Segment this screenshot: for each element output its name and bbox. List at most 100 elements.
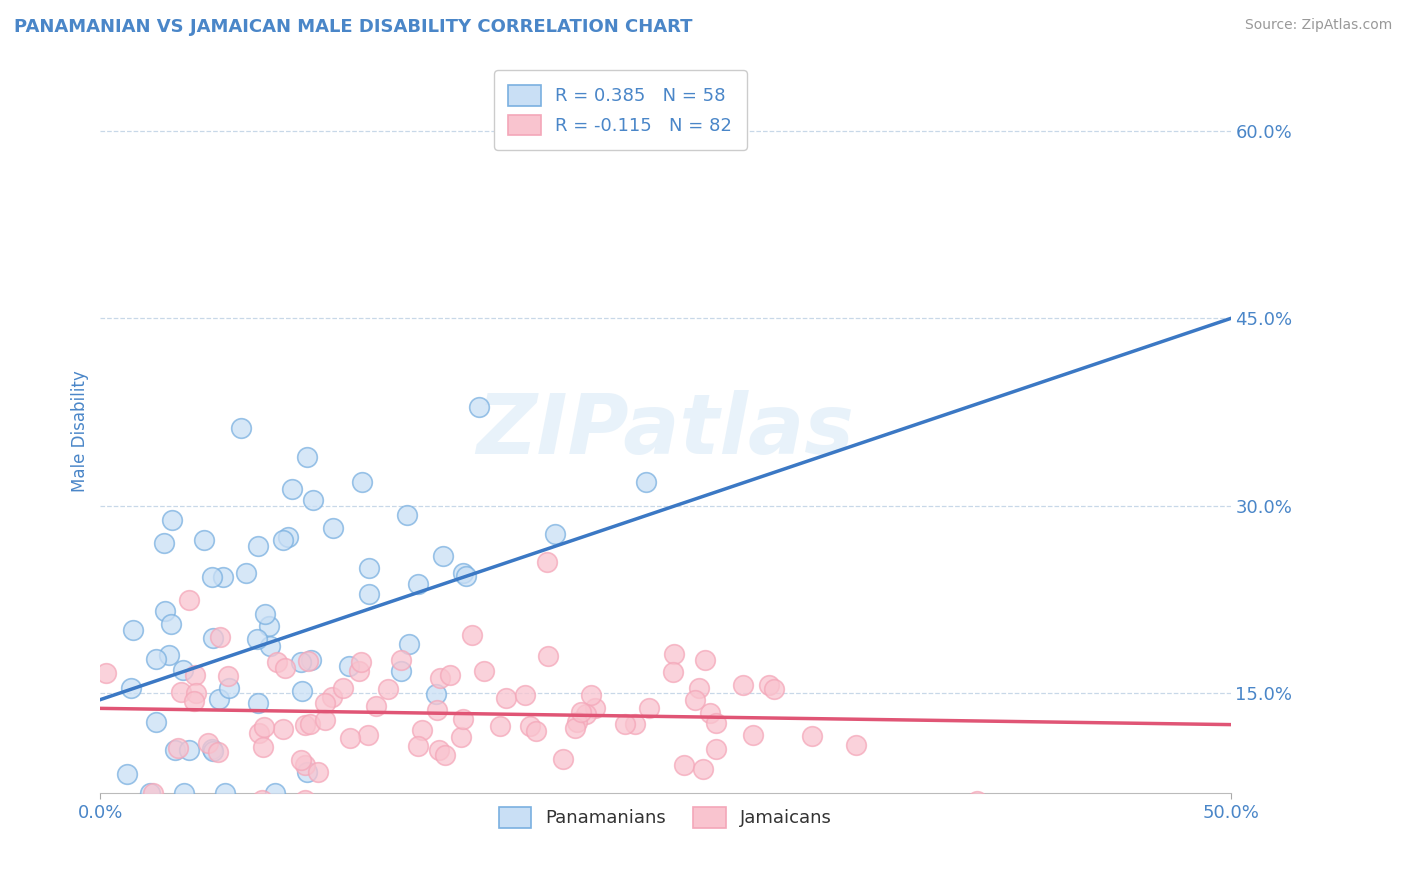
Point [614,717,637,731]
Point [429,671,451,685]
Point [294,718,316,732]
Point [157,648,180,662]
Point [153,536,176,550]
Point [569,705,592,719]
Point [94,666,117,681]
Point [451,566,474,580]
Point [217,669,239,683]
Point [662,647,685,661]
Point [742,728,765,742]
Point [406,577,429,591]
Point [201,741,224,756]
Point [350,655,373,669]
Point [427,742,450,756]
Point [155,604,177,618]
Point [425,688,447,702]
Point [408,739,430,754]
Point [758,677,780,691]
Point [209,630,232,644]
Point [145,715,167,730]
Point [432,549,454,563]
Point [202,631,225,645]
Point [966,794,988,808]
Point [692,762,714,776]
Point [636,475,658,489]
Point [160,617,183,632]
Point [145,652,167,666]
Point [583,701,606,715]
Point [170,685,193,699]
Point [638,700,661,714]
Point [357,728,380,742]
Point [274,661,297,675]
Point [208,691,231,706]
Point [575,706,598,721]
Point [673,758,696,772]
Point [426,703,449,717]
Text: PANAMANIAN VS JAMAICAN MALE DISABILITY CORRELATION CHART: PANAMANIAN VS JAMAICAN MALE DISABILITY C… [14,18,693,36]
Point [299,653,322,667]
Text: Source: ZipAtlas.com: Source: ZipAtlas.com [1244,18,1392,32]
Point [314,713,336,727]
Point [214,786,236,800]
Point [247,725,270,739]
Point [704,742,727,756]
Point [246,696,269,710]
Point [350,475,373,489]
Point [231,421,253,435]
Point [468,400,491,414]
Point [122,623,145,637]
Point [290,655,312,669]
Point [495,691,517,706]
Point [294,757,316,772]
Point [389,652,412,666]
Point [183,668,205,682]
Point [314,696,336,710]
Y-axis label: Male Disability: Male Disability [72,370,89,491]
Point [247,540,270,554]
Point [177,743,200,757]
Point [624,717,647,731]
Point [801,729,824,743]
Point [207,745,229,759]
Point [302,493,325,508]
Point [266,655,288,669]
Point [389,664,412,678]
Legend: Panamanians, Jamaicans: Panamanians, Jamaicans [492,800,839,835]
Point [264,786,287,800]
Point [451,712,474,726]
Point [271,722,294,736]
Point [332,681,354,695]
Point [395,508,418,522]
Point [202,744,225,758]
Point [252,739,274,754]
Point [454,568,477,582]
Point [551,752,574,766]
Point [235,566,257,580]
Point [763,681,786,696]
Point [294,792,316,806]
Point [297,450,319,464]
Point [693,652,716,666]
Point [398,637,420,651]
Point [290,753,312,767]
Text: ZIPatlas: ZIPatlas [477,391,855,472]
Point [201,570,224,584]
Point [536,555,558,569]
Point [322,521,344,535]
Point [177,592,200,607]
Point [160,513,183,527]
Point [184,686,207,700]
Point [704,715,727,730]
Point [250,793,273,807]
Point [699,706,721,721]
Point [544,527,567,541]
Point [246,632,269,647]
Point [173,786,195,800]
Point [519,719,541,733]
Point [564,721,586,735]
Point [297,764,319,779]
Point [460,627,482,641]
Point [139,786,162,800]
Point [193,533,215,547]
